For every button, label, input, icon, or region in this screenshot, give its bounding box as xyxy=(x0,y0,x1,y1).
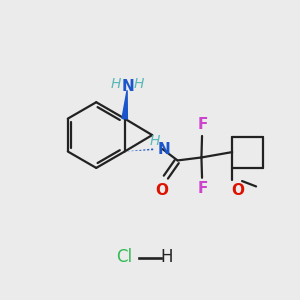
Text: F: F xyxy=(197,181,208,196)
Text: N: N xyxy=(121,79,134,94)
Text: Cl: Cl xyxy=(116,248,132,266)
Text: H: H xyxy=(160,248,173,266)
Text: O: O xyxy=(155,182,168,197)
Text: N: N xyxy=(158,142,171,157)
Polygon shape xyxy=(122,90,128,119)
Text: H: H xyxy=(150,134,160,148)
Text: H: H xyxy=(133,77,144,91)
Text: O: O xyxy=(232,183,245,198)
Text: F: F xyxy=(197,117,208,132)
Text: H: H xyxy=(111,77,121,91)
